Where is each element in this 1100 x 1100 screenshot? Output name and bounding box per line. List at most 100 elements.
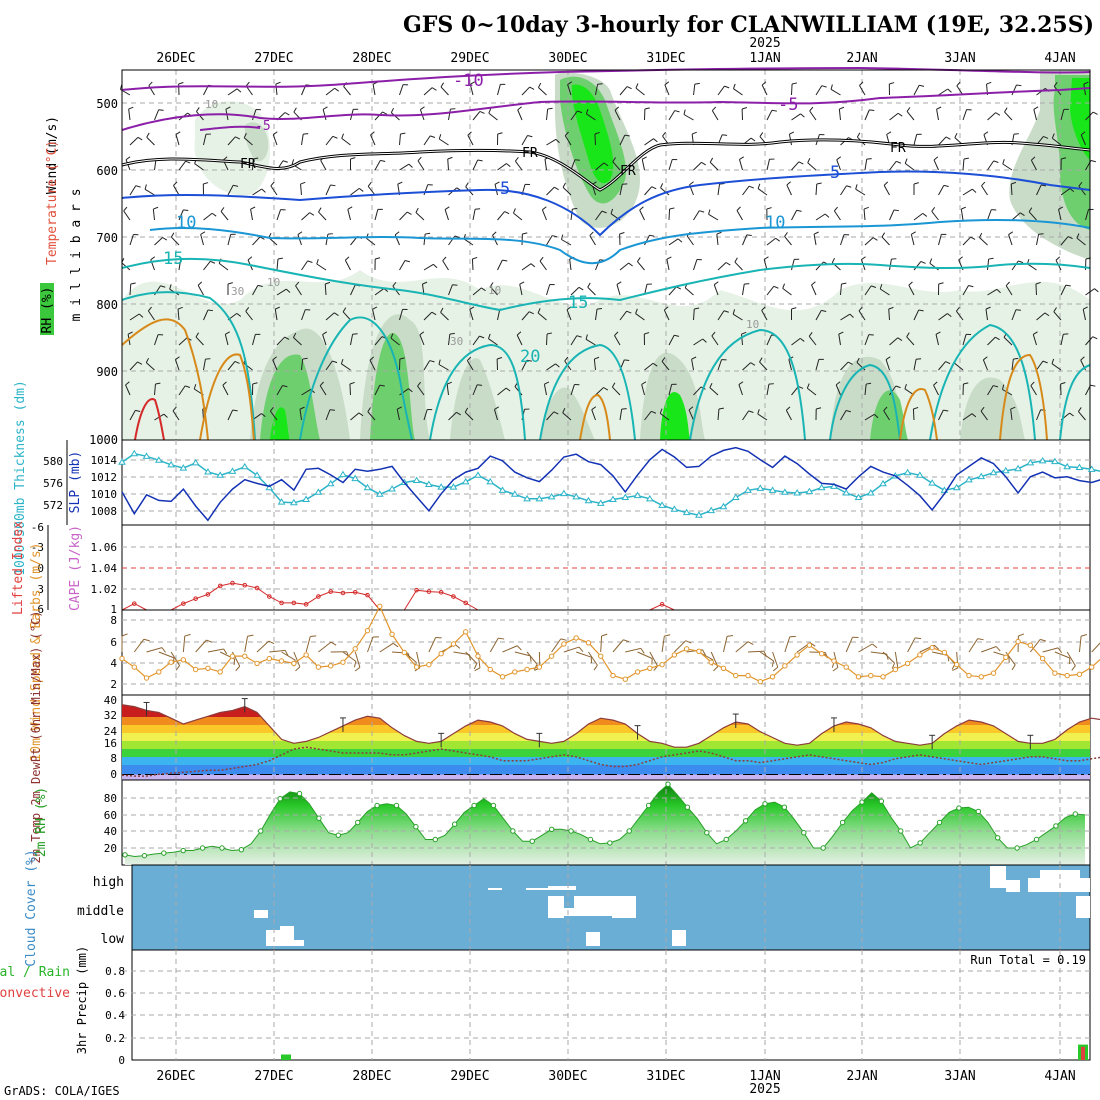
upper-barb-flag bbox=[285, 288, 291, 293]
upper-barb bbox=[203, 261, 211, 271]
wind10m-point bbox=[1039, 655, 1046, 662]
wind10m-barb-flag bbox=[310, 635, 317, 638]
wind10m-point bbox=[1003, 654, 1009, 661]
upper-barb-flag bbox=[554, 186, 559, 191]
upper-barb bbox=[815, 85, 823, 96]
upper-barb-flag bbox=[849, 313, 854, 318]
thickness-point bbox=[989, 468, 998, 476]
upper-barb-flag bbox=[332, 135, 338, 139]
upper-barb bbox=[369, 359, 376, 371]
upper-barb bbox=[716, 234, 719, 246]
temp-tick-24: 24 bbox=[104, 725, 118, 738]
upper-barb bbox=[1085, 336, 1094, 346]
upper-barb-flag bbox=[637, 257, 641, 262]
upper-barb bbox=[174, 359, 180, 371]
upper-barb-flag bbox=[367, 407, 371, 412]
upper-barb-flag bbox=[144, 184, 147, 190]
rh2m-point bbox=[161, 850, 167, 856]
rh-tick-80: 80 bbox=[104, 792, 117, 805]
upper-barb-flag bbox=[1094, 288, 1099, 293]
upper-barb bbox=[269, 410, 278, 421]
upper-barb bbox=[325, 136, 334, 146]
upper-barb bbox=[252, 188, 262, 196]
upper-barb-flag bbox=[782, 283, 786, 289]
upper-barb-flag bbox=[322, 106, 328, 110]
wind10m-barb bbox=[907, 637, 916, 653]
wind10m-barb-flag bbox=[995, 646, 1001, 652]
thickness-point bbox=[879, 479, 887, 487]
upper-barb-flag bbox=[644, 332, 650, 335]
thickness-point bbox=[375, 490, 384, 497]
upper-barb-flag bbox=[748, 410, 754, 413]
upper-barb-flag bbox=[419, 331, 425, 336]
wind10m-barb-flag bbox=[533, 664, 538, 670]
wind10m-barb-flag bbox=[392, 642, 399, 648]
wind10m-barb bbox=[318, 641, 332, 653]
upper-barb-flag bbox=[821, 309, 827, 313]
upper-barb-flag bbox=[757, 183, 761, 189]
upper-barb-flag bbox=[980, 406, 985, 412]
upper-barb-flag bbox=[138, 313, 144, 318]
upper-barb bbox=[301, 212, 311, 221]
upper-wind-barbs bbox=[119, 81, 1099, 421]
upper-barb bbox=[175, 134, 180, 146]
upper-barb-flag bbox=[372, 306, 378, 310]
cloud-gap bbox=[280, 926, 294, 946]
upper-barb-flag bbox=[444, 206, 450, 210]
upper-barb bbox=[742, 362, 752, 371]
precip-ylabel-axis: 3hr Precip (mm) bbox=[75, 946, 89, 1054]
wind10m-point bbox=[1089, 664, 1095, 670]
slp-ylabel-thick: 1000~500mb Thickness (dm) bbox=[13, 380, 28, 576]
contour-plus20-a bbox=[121, 291, 256, 441]
upper-barb-flag bbox=[497, 132, 503, 135]
wind10m-barb bbox=[453, 651, 470, 655]
upper-barb-flag bbox=[137, 136, 143, 141]
li-path bbox=[121, 603, 147, 611]
wind10m-barb bbox=[1091, 642, 1100, 653]
band-below-0 bbox=[122, 774, 1090, 780]
wind10m-point bbox=[156, 669, 162, 675]
upper-barb bbox=[736, 210, 743, 221]
wind10m-point bbox=[757, 678, 763, 685]
wind10m-point bbox=[831, 658, 837, 664]
upper-barb bbox=[390, 337, 400, 346]
upper-barb-flag bbox=[733, 83, 736, 89]
upper-barb-flag bbox=[866, 382, 872, 385]
upper-barb-flag bbox=[272, 356, 277, 361]
wind10m-point bbox=[512, 669, 518, 675]
rh2m-point bbox=[355, 819, 361, 826]
upper-barb bbox=[840, 410, 847, 421]
wind10m-barb-flag bbox=[872, 643, 878, 649]
upper-barb-flag bbox=[841, 282, 847, 285]
upper-barb bbox=[350, 334, 354, 346]
wind10m-barb bbox=[158, 651, 174, 659]
wind10m-barb bbox=[674, 640, 687, 653]
upper-barb bbox=[904, 162, 915, 171]
cloud-gap bbox=[266, 930, 280, 946]
precip-tick-0.2: 0.2 bbox=[105, 1032, 125, 1045]
wind10m-point bbox=[229, 653, 236, 659]
upper-barb bbox=[521, 135, 528, 146]
upper-barb-flag bbox=[195, 332, 200, 338]
upper-barb-flag bbox=[325, 281, 331, 285]
upper-barb-flag bbox=[425, 232, 431, 235]
thickness-point bbox=[584, 496, 593, 504]
thickness-point bbox=[1075, 463, 1084, 470]
wind10m-barb bbox=[882, 651, 895, 664]
upper-barb bbox=[985, 309, 988, 321]
wind10m-barb bbox=[845, 637, 853, 653]
upper-barb-flag bbox=[555, 138, 560, 144]
upper-tick-500: 500 bbox=[96, 97, 118, 111]
upper-barb-flag bbox=[464, 407, 469, 413]
upper-barb-flag bbox=[440, 307, 444, 313]
upper-barb-flag bbox=[708, 209, 711, 215]
upper-barb bbox=[759, 361, 768, 371]
rh-ylabel: 2m RH (%) bbox=[34, 787, 49, 857]
upper-barb bbox=[791, 113, 801, 121]
upper-barb-flag bbox=[564, 356, 569, 362]
upper-barb bbox=[1035, 283, 1037, 296]
upper-barb bbox=[766, 384, 770, 396]
cloud-gap bbox=[294, 940, 304, 946]
wind10m-barb-flag bbox=[223, 648, 228, 655]
